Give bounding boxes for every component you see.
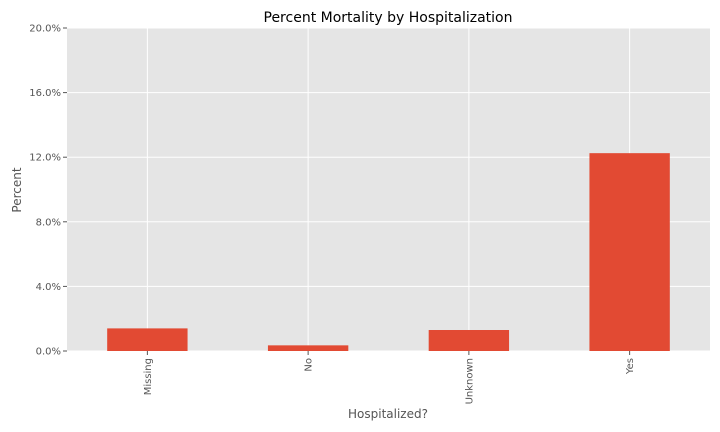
y-axis-ticks: 0.0% 4.0% 8.0% 12.0% 16.0% 20.0%	[29, 24, 67, 358]
bar-no	[267, 345, 349, 351]
y-tick-label: 20.0%	[29, 24, 61, 35]
x-tick-label: Yes	[625, 358, 636, 375]
y-tick-label: 4.0%	[36, 282, 61, 293]
x-axis-label: Hospitalized?	[348, 407, 428, 421]
y-tick-label: 12.0%	[29, 153, 61, 164]
y-tick-label: 0.0%	[36, 347, 61, 358]
y-tick-label: 8.0%	[36, 217, 61, 228]
y-axis-label: Percent	[10, 167, 24, 212]
chart-title: Percent Mortality by Hospitalization	[264, 10, 513, 26]
x-tick-label: Unknown	[464, 358, 475, 404]
bar-yes	[589, 153, 670, 351]
x-tick-label: Missing	[143, 358, 154, 395]
x-axis-ticks: Missing No Unknown Yes	[143, 351, 636, 404]
bar-missing	[107, 328, 188, 351]
y-tick-label: 16.0%	[29, 88, 61, 99]
x-tick-label: No	[304, 358, 315, 372]
bar-unknown	[428, 330, 510, 351]
bars	[107, 153, 670, 351]
